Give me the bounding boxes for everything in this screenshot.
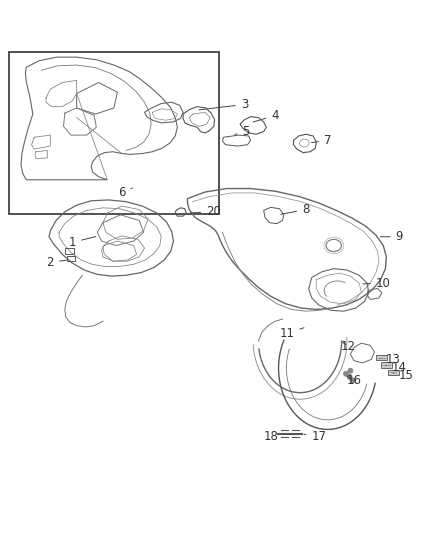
Bar [376, 355, 387, 360]
Bar [67, 255, 75, 261]
Circle shape [347, 375, 352, 379]
Text: 11: 11 [279, 327, 304, 340]
Text: 18: 18 [263, 430, 284, 443]
Text: 12: 12 [341, 340, 356, 353]
Text: 9: 9 [380, 230, 403, 243]
Text: 10: 10 [363, 277, 391, 289]
Text: 6: 6 [118, 187, 132, 199]
Circle shape [350, 378, 355, 383]
Text: 15: 15 [393, 369, 414, 382]
Text: 8: 8 [281, 203, 309, 216]
Text: 5: 5 [235, 125, 250, 138]
Bar [388, 370, 399, 375]
Text: 7: 7 [311, 134, 332, 147]
Text: 14: 14 [386, 361, 407, 374]
Text: 4: 4 [253, 109, 279, 122]
Text: 16: 16 [346, 374, 361, 387]
Bar [381, 362, 392, 368]
Text: 20: 20 [190, 205, 221, 218]
Text: 2: 2 [46, 256, 67, 269]
Circle shape [344, 372, 348, 376]
Text: 3: 3 [199, 98, 248, 111]
Text: 1: 1 [68, 236, 96, 249]
Bar [65, 248, 74, 254]
Bar [9, 52, 219, 214]
Text: 17: 17 [304, 430, 326, 443]
Text: 13: 13 [380, 353, 401, 366]
Circle shape [348, 368, 353, 373]
